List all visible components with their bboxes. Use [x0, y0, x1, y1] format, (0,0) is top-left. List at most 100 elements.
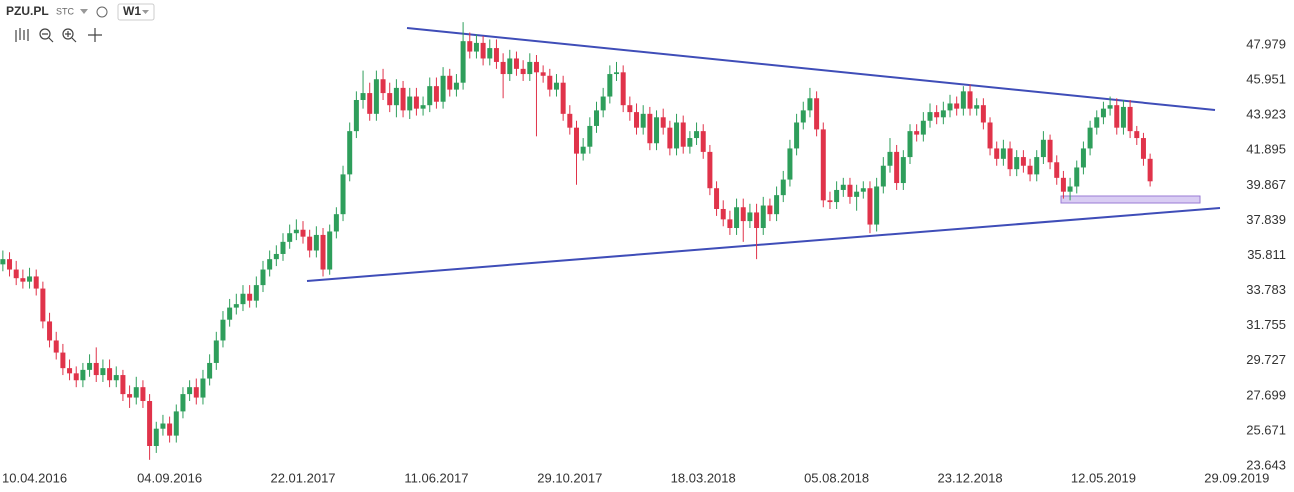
- highlight-zone: [1060, 195, 1201, 204]
- x-tick-label: 04.09.2016: [137, 470, 202, 485]
- candle-body: [860, 188, 866, 192]
- candle-body: [293, 229, 299, 234]
- chart-type-icon[interactable]: [15, 28, 29, 42]
- candle-body: [587, 125, 593, 147]
- candle-body: [934, 112, 940, 118]
- candle-body: [1034, 157, 1040, 175]
- candle-body: [113, 375, 119, 381]
- candle-body: [127, 394, 133, 398]
- candle-body: [547, 75, 553, 90]
- candle-body: [260, 269, 266, 286]
- candle-body: [787, 148, 793, 180]
- candle-body: [400, 87, 406, 111]
- candle-body: [974, 105, 980, 109]
- candle-body: [867, 188, 873, 225]
- candle-body: [647, 113, 653, 144]
- candle-body: [1080, 148, 1086, 168]
- interval-box[interactable]: [117, 3, 155, 21]
- candle-body: [827, 200, 833, 203]
- candle-body: [834, 189, 840, 203]
- candle-body: [1134, 131, 1140, 139]
- candle-body: [460, 41, 466, 83]
- candle-body: [847, 184, 853, 197]
- candle-body: [573, 127, 579, 154]
- candle-body: [87, 362, 93, 370]
- candle-body: [593, 110, 599, 126]
- candle-body: [0, 259, 6, 265]
- candle-body: [680, 122, 686, 147]
- candle-body: [500, 61, 506, 75]
- candle-body: [307, 236, 313, 251]
- candle-body: [927, 112, 933, 121]
- axes: 23.643 25.671 27.699 29.727 31.755 33.783 35.8…: [2, 36, 1286, 485]
- candle-body: [954, 103, 960, 109]
- exchange: STC: [56, 6, 75, 16]
- candle-body: [513, 58, 519, 69]
- resistance-line: [406, 27, 1216, 111]
- y-tick-label: 27.699: [1246, 387, 1286, 402]
- interval[interactable]: W1: [123, 4, 141, 18]
- candle-body: [200, 378, 206, 398]
- candle-body: [800, 110, 806, 123]
- candle-body: [487, 48, 493, 59]
- candle-body: [994, 148, 1000, 159]
- candle-body: [393, 87, 399, 106]
- info-icon[interactable]: [96, 6, 108, 18]
- exchange-dropdown[interactable]: [80, 9, 88, 14]
- x-tick-label: 29.10.2017: [537, 470, 602, 485]
- candle-body: [367, 93, 373, 114]
- candle-body: [353, 99, 359, 132]
- candle-body: [147, 401, 153, 446]
- y-tick-label: 29.727: [1246, 352, 1286, 367]
- candle-body: [1000, 148, 1006, 159]
- candle-body: [553, 82, 559, 90]
- candle-body: [567, 113, 573, 128]
- candle-body: [767, 205, 773, 215]
- zoom-in[interactable]: [62, 28, 74, 40]
- candle-body: [173, 411, 179, 436]
- candle-body: [180, 394, 186, 412]
- candle-body: [720, 208, 726, 220]
- candle-body: [1100, 108, 1106, 118]
- symbol: PZU.PL: [6, 4, 49, 18]
- candle-body: [1114, 105, 1120, 128]
- candle-body: [1127, 106, 1133, 132]
- candle-body: [694, 131, 700, 139]
- y-tick-label: 37.839: [1246, 212, 1286, 227]
- x-tick-label: 05.08.2018: [804, 470, 869, 485]
- candle-body: [153, 428, 159, 446]
- candle-body: [7, 259, 13, 270]
- candle-body: [60, 352, 66, 369]
- candle-body: [640, 113, 646, 128]
- candle-body: [527, 61, 533, 75]
- interval-dropdown[interactable]: [142, 10, 149, 14]
- toolbar: PZU.PL STC W1: [6, 3, 155, 43]
- candle-body: [473, 42, 479, 52]
- candle-body: [453, 82, 459, 90]
- candle-body: [1027, 165, 1033, 175]
- candle-body: [467, 41, 473, 52]
- candle-body: [614, 72, 620, 75]
- candle-body: [73, 373, 79, 381]
- candle-body: [1140, 138, 1146, 159]
- candle-body: [780, 179, 786, 196]
- candle-body: [247, 293, 253, 301]
- tools: [15, 28, 102, 43]
- candle-body: [300, 229, 306, 237]
- y-tick-label: 39.867: [1246, 177, 1286, 192]
- candle-body: [980, 105, 986, 123]
- candle-body: [987, 122, 993, 149]
- candle-body: [33, 276, 39, 289]
- candle-body: [533, 61, 539, 73]
- candle-body: [1047, 139, 1053, 163]
- candle-body: [967, 91, 973, 109]
- candle-body: [507, 58, 513, 75]
- candle-body: [1120, 106, 1126, 128]
- candle-body: [193, 387, 199, 398]
- zoom-out[interactable]: [39, 28, 51, 40]
- candle-body: [27, 276, 33, 282]
- candle-body: [133, 387, 139, 398]
- pan-icon[interactable]: [88, 28, 102, 42]
- candle-body: [627, 105, 633, 113]
- candle-body: [413, 96, 419, 109]
